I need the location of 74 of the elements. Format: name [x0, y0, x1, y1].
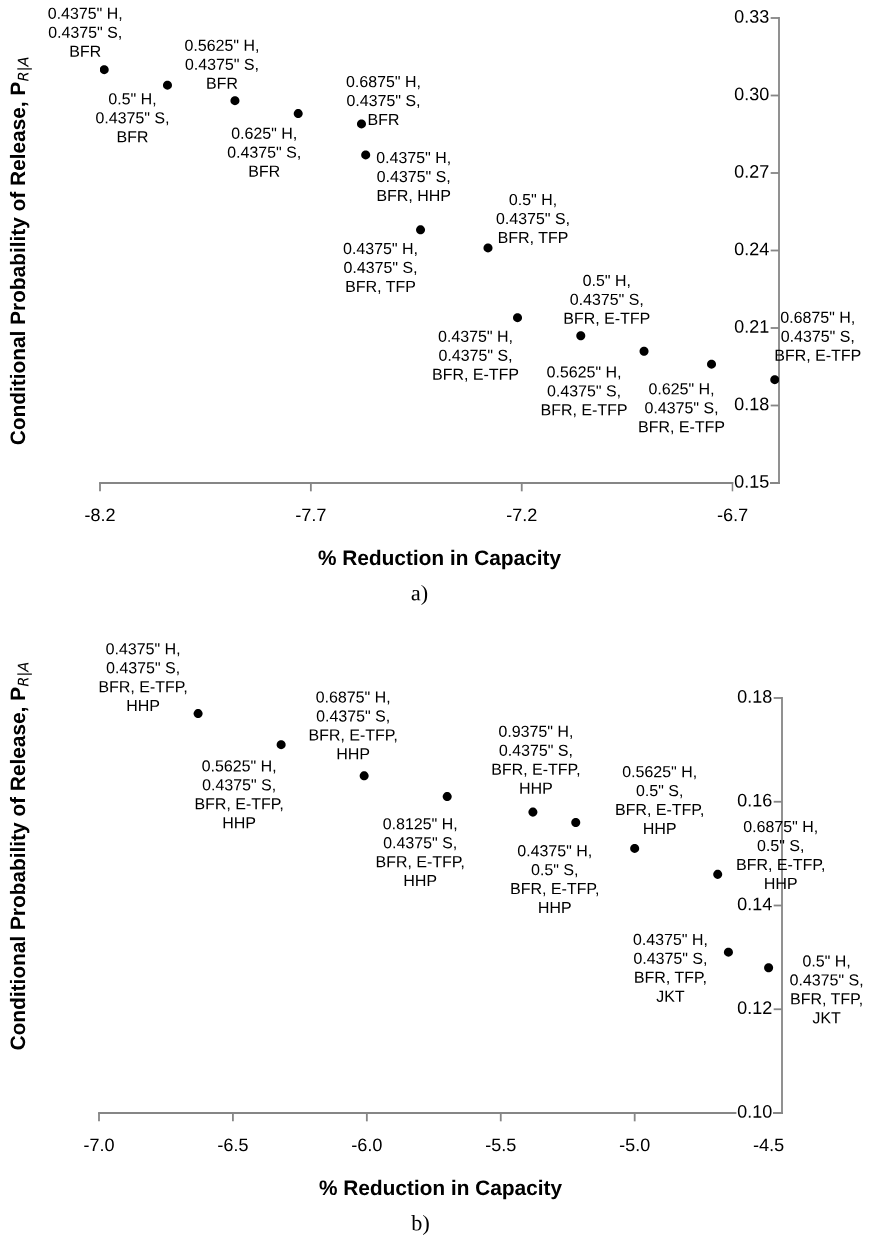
point [764, 963, 774, 973]
point [361, 150, 371, 160]
y-tick-label: 0.21 [734, 320, 769, 333]
annotation: 0.625" H, 0.4375" S, BFR [227, 127, 300, 177]
text: a) [411, 584, 428, 606]
annotation: 0.4375" H, 0.4375" S, BFR [48, 7, 122, 57]
x-tick-label: -5.0 [619, 1138, 650, 1152]
y-tick-label: 0.15 [734, 475, 769, 488]
annotation: 0.4375" H, 0.4375" S, BFR, E-TFP, HHP [99, 643, 187, 712]
annotation: 0.625" H, 0.4375" S, BFR, E-TFP [639, 383, 725, 435]
y-tick-label: 0.33 [734, 10, 769, 23]
point [513, 313, 523, 323]
y-axis-title: Conditional Probability of Release, P$_{R|A}$ [9, 662, 32, 1050]
point [193, 709, 203, 719]
y-tick-label: 0.18 [737, 690, 772, 703]
annotation: 0.4375" H, 0.5" S, BFR, E-TFP, HHP [511, 845, 598, 914]
annotation: 0.5" H, 0.4375" S, BFR, TFP [496, 193, 569, 246]
point [528, 807, 538, 817]
y-tick-label: 0.16 [737, 793, 772, 807]
x-tick-label: -7.0 [84, 1138, 114, 1152]
x-tick-label: -7.2 [506, 508, 537, 522]
annotation: 0.5" H, 0.4375" S, BFR, E-TFP [564, 274, 650, 326]
y-tick-label: 0.30 [734, 87, 769, 101]
point [416, 225, 426, 235]
point [630, 843, 640, 853]
annotation: 0.6875" H, 0.5" S, BFR, E-TFP, HHP [737, 820, 824, 889]
annotation: 0.8125" H, 0.4375" S, BFR, E-TFP, HHP [376, 818, 464, 887]
y-tick-label: 0.12 [737, 1001, 772, 1015]
x-tick-label: -6.5 [218, 1138, 248, 1152]
y-tick-label: 0.10 [737, 1105, 772, 1118]
annotation: 0.6875" H, 0.4375" S, BFR [346, 75, 420, 125]
point [230, 96, 240, 106]
point [356, 119, 366, 129]
y-tick-label: 0.24 [734, 242, 769, 256]
point [770, 375, 779, 385]
x-tick-label: -6.0 [352, 1138, 382, 1152]
x-tick-label: -5.5 [486, 1138, 516, 1152]
annotation: 0.4375" H, 0.4375" S, BFR, HHP [376, 151, 451, 204]
point [483, 243, 493, 253]
annotation: 0.9375" H, 0.4375" S, BFR, E-TFP, HHP [492, 725, 580, 794]
point [639, 346, 649, 356]
y-tick-label: 0.14 [737, 897, 772, 911]
point [293, 109, 303, 119]
y-axis-title: Conditional Probability of Release, P$_{R|A}$ [9, 57, 32, 445]
point [162, 80, 172, 90]
x-tick-label: -4.5 [753, 1138, 784, 1152]
annotation: 0.6875" H, 0.4375" S, BFR, E-TFP, HHP [309, 691, 397, 760]
annotation: 0.5625" H, 0.4375" S, BFR, E-TFP, HHP [195, 760, 283, 829]
x-tick-label: -7.7 [296, 508, 326, 522]
annotation: 0.4375" H, 0.4375" S, BFR, TFP [343, 242, 417, 294]
annotation: 0.4375" H, 0.4375" S, BFR, TFP, JKT [633, 933, 707, 1002]
point [571, 818, 581, 827]
point [707, 359, 717, 369]
point [576, 331, 586, 341]
point [100, 65, 109, 75]
x-axis-title: % Reduction in Capacity [318, 549, 561, 570]
text: b) [411, 1214, 429, 1236]
y-tick-label: 0.18 [734, 397, 769, 411]
x-tick-label: -6.7 [717, 508, 748, 522]
annotation: 0.5625" H, 0.5" S, BFR, E-TFP, HHP [616, 766, 703, 834]
x-tick-label: -8.2 [85, 508, 115, 522]
annotation: 0.5625" H, 0.4375" S, BFR [185, 39, 258, 89]
annotation: 0.5" H, 0.4375" S, BFR [96, 93, 169, 143]
y-tick-label: 0.27 [734, 165, 769, 178]
point [359, 771, 369, 781]
point [723, 947, 733, 957]
annotation: 0.4375" H, 0.4375" S, BFR, E-TFP [433, 330, 519, 382]
point [713, 869, 723, 879]
annotation: 0.6875" H, 0.4375" S, BFR, E-TFP [775, 311, 861, 363]
annotation: 0.5625" H, 0.4375" S, BFR, E-TFP [541, 366, 627, 418]
point [276, 740, 286, 750]
x-axis-title: % Reduction in Capacity [319, 1179, 562, 1200]
point [442, 792, 452, 802]
annotation: 0.5" H, 0.4375" S, BFR, TFP, JKT [790, 955, 863, 1024]
